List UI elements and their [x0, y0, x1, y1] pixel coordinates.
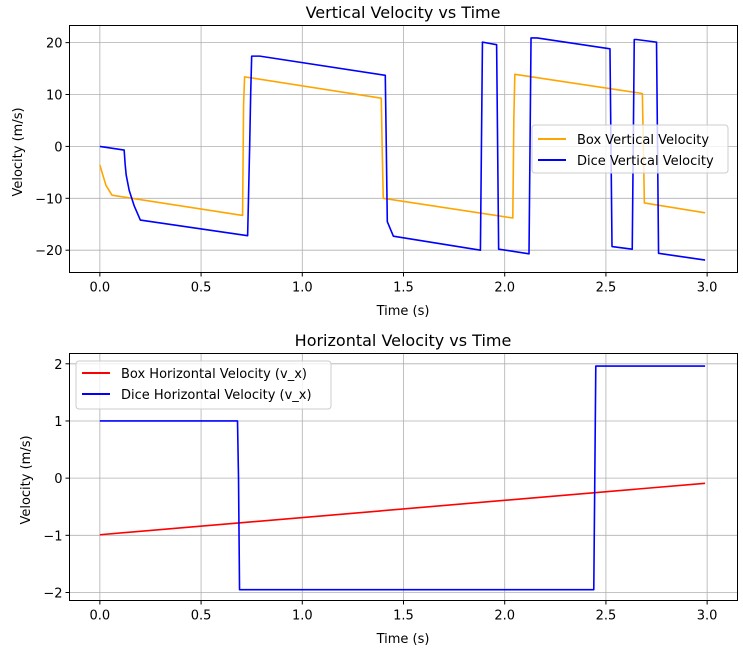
legend-box [75, 360, 332, 410]
chart-title: Horizontal Velocity vs Time [295, 331, 512, 350]
x-tick-label: 0.0 [90, 609, 111, 624]
chart-title: Vertical Velocity vs Time [306, 3, 501, 22]
x-tick-label: 3.0 [697, 281, 718, 296]
x-tick-label: 2.0 [494, 609, 515, 624]
y-tick-label: −2 [43, 586, 62, 601]
y-tick-label: 0 [54, 472, 62, 487]
x-tick-label: 1.0 [292, 609, 313, 624]
x-axis-title: Time (s) [376, 632, 430, 647]
x-axis-title: Time (s) [376, 304, 430, 319]
y-tick-label: −1 [43, 529, 62, 544]
y-tick-label: −20 [35, 244, 62, 259]
x-tick-label: 0.5 [191, 609, 212, 624]
x-tick-label: 1.0 [292, 281, 313, 296]
plot-frame [69, 25, 738, 273]
x-tick-label: 0.0 [90, 281, 111, 296]
y-axis-title: Velocity (m/s) [19, 435, 34, 524]
series-line-1 [99, 365, 706, 591]
legend: Box Horizontal Velocity (v_x) Dice Horiz… [75, 360, 332, 410]
legend-label-dice-vertical: Dice Vertical Velocity [577, 154, 714, 169]
y-tick-label: −10 [35, 192, 62, 207]
ticks: 0.0 0.5 1.0 1.5 2.0 2.5 3.0 −2 −1 0 1 2 [43, 358, 717, 624]
ticks: 0.0 0.5 1.0 1.5 2.0 2.5 3.0 −20 −10 0 10 20 [35, 37, 717, 296]
series-lines [99, 365, 706, 591]
horizontal-velocity-chart: Horizontal Velocity vs Time Time (s) Vel… [19, 331, 738, 647]
legend-label-box-vertical: Box Vertical Velocity [577, 133, 709, 148]
legend-label-box-horizontal: Box Horizontal Velocity (v_x) [121, 367, 307, 382]
vertical-velocity-chart: Vertical Velocity vs Time Time (s) Veloc… [11, 3, 738, 319]
series-line-0 [99, 482, 706, 536]
legend: Box Vertical Velocity Dice Vertical Velo… [531, 124, 729, 174]
y-tick-label: 0 [54, 140, 62, 155]
x-tick-label: 1.5 [393, 609, 414, 624]
y-axis-title: Velocity (m/s) [11, 107, 26, 196]
x-tick-label: 2.0 [494, 281, 515, 296]
plot-frame [69, 353, 738, 601]
legend-box [531, 124, 729, 174]
series-line-0 [99, 73, 706, 219]
x-tick-label: 2.5 [596, 609, 617, 624]
y-tick-label: 1 [54, 415, 62, 430]
y-tick-label: 2 [54, 358, 62, 373]
x-tick-label: 3.0 [697, 609, 718, 624]
x-tick-label: 0.5 [191, 281, 212, 296]
legend-label-dice-horizontal: Dice Horizontal Velocity (v_x) [121, 388, 312, 403]
x-tick-label: 2.5 [596, 281, 617, 296]
x-tick-label: 1.5 [393, 281, 414, 296]
y-tick-label: 20 [46, 37, 63, 52]
y-tick-label: 10 [46, 89, 63, 104]
